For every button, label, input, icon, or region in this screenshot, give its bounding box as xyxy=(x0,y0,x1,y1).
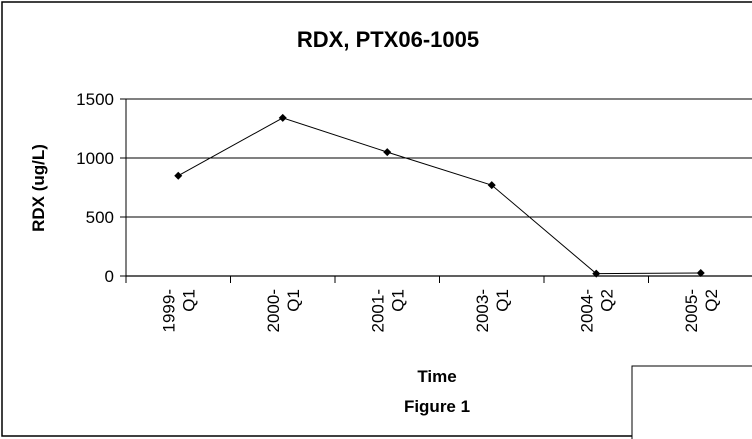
y-tick-label: 0 xyxy=(105,267,114,286)
x-tick-label: Q2 xyxy=(702,289,721,312)
data-point xyxy=(278,113,287,122)
figure-caption: Figure 1 xyxy=(404,397,470,416)
chart-title: RDX, PTX06-1005 xyxy=(297,27,479,52)
x-tick-label: Q1 xyxy=(493,289,512,312)
x-tick-label: 2003- xyxy=(473,289,492,332)
data-point xyxy=(592,269,601,278)
x-axis: 1999- Q1 2000- Q1 2001- Q1 2003- Q1 2004- Q2 2005-… xyxy=(125,275,752,332)
x-tick-label: Q2 xyxy=(597,289,616,312)
x-tick-label: Q1 xyxy=(179,289,198,312)
data-point xyxy=(487,181,496,190)
x-tick-label: 1999- xyxy=(159,289,178,332)
data-point xyxy=(383,148,392,157)
x-tick-label: 2001- xyxy=(368,289,387,332)
x-tick-label: 2000- xyxy=(264,289,283,332)
series-line xyxy=(178,117,701,275)
y-tick-label: 500 xyxy=(86,208,114,227)
data-point xyxy=(696,269,705,278)
y-tick-label: 1000 xyxy=(76,149,114,168)
y-tick-label: 1500 xyxy=(76,90,114,109)
x-axis-label: Time xyxy=(417,367,456,386)
x-tick-label: Q1 xyxy=(284,289,303,312)
x-tick-label: Q1 xyxy=(388,289,407,312)
inset-box xyxy=(631,365,752,439)
data-point xyxy=(174,171,183,180)
y-axis: 0 500 1000 1500 xyxy=(76,90,127,286)
x-tick-label: 2004- xyxy=(577,289,596,332)
data-series xyxy=(174,113,705,278)
x-tick-label: 2005- xyxy=(682,289,701,332)
grid-lines xyxy=(126,98,752,218)
y-axis-label: RDX (ug/L) xyxy=(29,144,48,232)
